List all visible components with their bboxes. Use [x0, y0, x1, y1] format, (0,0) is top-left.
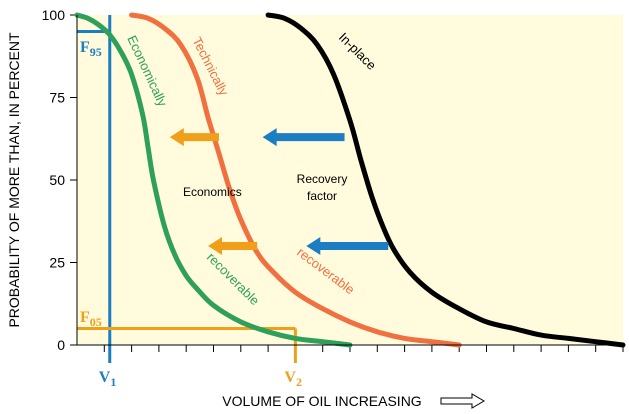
plot-area	[77, 15, 623, 345]
technically-recoverable-curve	[129, 12, 462, 348]
x-ticks	[103, 345, 624, 352]
v2-label: V2	[284, 369, 302, 389]
y-tick-label: 50	[49, 172, 65, 188]
shift-arrows	[169, 128, 389, 255]
recovery-factor-annotation: Recovery factor	[297, 172, 348, 203]
series-curves	[74, 12, 626, 348]
y-tick-label: 25	[49, 255, 65, 271]
y-tick-label: 0	[57, 337, 65, 353]
in-place-curve	[265, 12, 626, 348]
left-arrow-icon	[262, 128, 345, 147]
left-arrow-icon	[208, 237, 258, 255]
y-tick-label: 100	[42, 7, 66, 23]
f95-label: F95	[80, 39, 102, 59]
reference-lines: F95 F05 V1 V2	[77, 15, 302, 389]
f05-label: F05	[80, 309, 102, 329]
v1-label: V1	[99, 369, 117, 389]
economics-annotation: Economics	[183, 185, 242, 199]
hollow-right-arrow-icon	[440, 393, 485, 409]
y-tick-label: 75	[49, 90, 65, 106]
annotations: Economics Recovery factor	[183, 172, 347, 203]
y-ticks: 0 25 50 75 100	[42, 7, 77, 353]
y-axis-label: PROBABILITY OF MORE THAN, IN PERCENT	[6, 32, 22, 328]
x-axis-label: VOLUME OF OIL INCREASING	[222, 393, 421, 409]
left-arrow-icon	[169, 128, 219, 147]
left-arrow-icon	[306, 237, 389, 255]
economically-recoverable-curve	[74, 12, 353, 348]
